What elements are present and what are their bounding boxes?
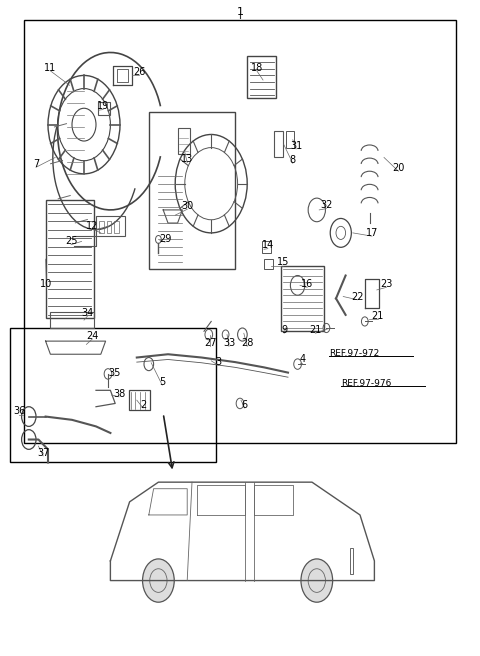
Text: 22: 22	[351, 291, 364, 302]
Text: 36: 36	[13, 406, 25, 417]
Text: 29: 29	[159, 234, 171, 244]
Text: 5: 5	[159, 377, 166, 387]
Bar	[274, 131, 283, 157]
Bar	[96, 216, 125, 236]
Text: 17: 17	[366, 228, 378, 238]
Bar	[24, 20, 456, 443]
Text: 34: 34	[81, 308, 94, 318]
Text: REF.97-972: REF.97-972	[329, 349, 379, 358]
Text: 37: 37	[37, 447, 49, 458]
Text: 12: 12	[86, 220, 98, 231]
Circle shape	[143, 559, 174, 602]
Bar	[50, 312, 94, 328]
Text: 33: 33	[223, 338, 235, 348]
Bar	[98, 102, 110, 115]
Text: 9: 9	[281, 325, 287, 335]
Bar	[286, 131, 294, 148]
Text: REF.97-976: REF.97-976	[341, 379, 391, 388]
Bar	[281, 266, 324, 331]
Text: 10: 10	[40, 279, 53, 289]
Text: 18: 18	[251, 62, 263, 73]
Bar	[46, 200, 94, 318]
Text: 19: 19	[97, 101, 109, 112]
Text: 21: 21	[372, 311, 384, 321]
Text: 30: 30	[181, 201, 193, 211]
Text: 13: 13	[181, 154, 193, 165]
Text: 25: 25	[65, 236, 77, 247]
Text: 38: 38	[113, 388, 125, 399]
Text: 6: 6	[242, 400, 248, 410]
Text: 1: 1	[237, 7, 243, 17]
Text: 14: 14	[262, 240, 274, 251]
Text: 11: 11	[44, 62, 57, 73]
Text: 24: 24	[86, 331, 98, 341]
Bar	[129, 390, 150, 410]
Bar	[99, 221, 104, 233]
Bar	[247, 56, 276, 98]
Bar	[262, 241, 271, 253]
Bar	[350, 548, 353, 574]
Text: 15: 15	[277, 257, 289, 268]
Bar	[107, 221, 111, 233]
Text: 23: 23	[380, 279, 393, 289]
Text: 21: 21	[309, 325, 322, 335]
Text: 31: 31	[290, 140, 302, 151]
Bar	[114, 221, 119, 233]
Bar	[264, 259, 273, 269]
Text: 16: 16	[301, 279, 313, 289]
Bar	[178, 128, 190, 154]
Text: 7: 7	[33, 159, 39, 169]
Text: 27: 27	[204, 338, 216, 348]
Text: 2: 2	[140, 400, 146, 410]
Text: 35: 35	[108, 367, 120, 378]
Bar	[10, 328, 216, 462]
Text: 28: 28	[241, 338, 253, 348]
Text: 8: 8	[290, 155, 296, 165]
Text: 20: 20	[392, 163, 405, 173]
Text: 3: 3	[216, 357, 221, 367]
Text: 26: 26	[133, 67, 145, 77]
Text: 32: 32	[320, 200, 333, 211]
Text: 4: 4	[300, 354, 305, 365]
Circle shape	[301, 559, 333, 602]
Bar	[149, 112, 235, 269]
